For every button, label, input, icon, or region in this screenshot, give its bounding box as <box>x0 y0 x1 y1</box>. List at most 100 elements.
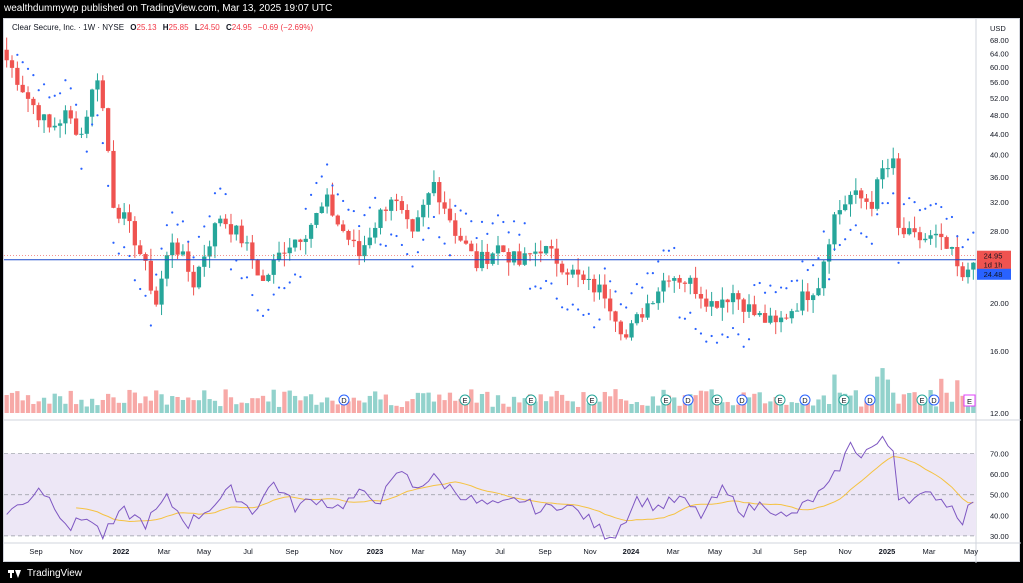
volume-bar <box>421 393 426 413</box>
date-tick-label: Jul <box>243 547 253 556</box>
volume-bar <box>784 404 789 413</box>
candle-body <box>239 225 244 244</box>
price-tick-label: 56.00 <box>990 78 1009 87</box>
candle-body <box>116 207 121 219</box>
candle-body <box>768 315 773 323</box>
sar-dot <box>534 285 537 288</box>
volume-bar <box>939 378 944 413</box>
candle-body <box>912 228 917 233</box>
volume-bar <box>533 401 538 413</box>
volume-bar <box>490 406 495 413</box>
candle-body <box>218 218 223 224</box>
candle-body <box>757 313 762 316</box>
price-tick-label: 32.00 <box>990 198 1009 207</box>
candle-body <box>463 240 469 244</box>
date-tick-label: Jul <box>495 547 505 556</box>
date-tick-label: 2024 <box>623 547 641 556</box>
sar-dot <box>224 192 227 196</box>
date-tick-label: Mar <box>667 547 680 556</box>
sar-dot <box>491 222 494 225</box>
volume-bar <box>859 406 864 413</box>
sar-dot <box>256 309 259 312</box>
volume-bar <box>800 399 805 413</box>
candle-body <box>164 255 170 279</box>
sar-dot <box>817 257 820 260</box>
sar-dot <box>849 228 852 231</box>
sar-dot <box>844 238 847 241</box>
earnings-marker <box>711 394 723 406</box>
earnings-marker <box>525 394 537 406</box>
candle-body <box>367 237 372 246</box>
candle-body <box>725 299 730 303</box>
volume-bar <box>223 389 228 413</box>
sar-dot <box>678 316 681 319</box>
sar-dot <box>571 303 574 306</box>
candle-body <box>191 271 196 288</box>
volume-bar <box>207 399 212 413</box>
sar-dot <box>828 278 831 281</box>
candle-body <box>672 278 677 281</box>
date-tick-label: 2022 <box>113 547 130 556</box>
sar-dot <box>32 73 35 77</box>
candle-body <box>79 133 84 135</box>
volume-bar <box>848 395 853 413</box>
sar-dot <box>753 283 756 287</box>
candle-body <box>212 223 218 247</box>
sar-dot <box>662 249 665 252</box>
sar-dot <box>176 223 179 226</box>
candle-body <box>741 299 746 312</box>
candle-body <box>346 230 351 240</box>
sar-dot <box>240 277 243 280</box>
volume-bar <box>816 399 821 413</box>
sar-dot <box>539 287 542 290</box>
volume-bar <box>20 400 25 413</box>
date-tick-label: Sep <box>285 547 298 556</box>
price-tick-label: 68.00 <box>990 36 1009 45</box>
sar-dot <box>614 290 617 293</box>
sar-dot <box>924 207 927 210</box>
candle-body <box>629 323 634 338</box>
candle-body <box>501 245 506 253</box>
candle-body <box>971 262 976 270</box>
date-tick-label: Nov <box>69 547 83 556</box>
sar-dot <box>37 89 40 92</box>
footer-brand[interactable]: TradingView <box>27 568 83 579</box>
volume-bar <box>255 398 260 413</box>
candle-body <box>677 278 682 283</box>
candle-body <box>682 282 688 284</box>
candle-body <box>634 314 640 324</box>
candle-body <box>666 280 672 282</box>
sar-dot <box>459 209 462 212</box>
volume-bar <box>260 395 266 413</box>
candle-body <box>127 212 132 222</box>
volume-bar <box>565 400 570 413</box>
volume-bar <box>154 390 159 413</box>
sar-dot <box>48 96 51 99</box>
chart-panel[interactable]: USD 68.00 64.00 60.00 56.00 52.00 48.00 44.00 40… <box>3 18 1021 563</box>
sar-dot <box>699 332 703 335</box>
candle-body <box>864 198 869 202</box>
candle-body <box>923 238 928 241</box>
countdown-label: 1d 1h <box>984 261 1003 270</box>
sar-dot <box>812 264 815 267</box>
volume-bar <box>287 390 292 413</box>
event-label: D <box>931 396 937 405</box>
candle-body <box>442 202 447 209</box>
candle-body <box>565 272 570 275</box>
candle-body <box>36 105 41 121</box>
candle-body <box>661 280 666 292</box>
sar-dot <box>80 167 83 170</box>
line-price-badge <box>977 268 1011 280</box>
sar-dot <box>342 199 345 203</box>
sar-dot <box>512 220 516 223</box>
candle-body <box>437 182 442 203</box>
symbol-title[interactable]: Clear Secure, Inc. · 1W · NYSE <box>12 23 125 32</box>
candle-body <box>228 224 234 235</box>
sar-dot <box>400 243 403 247</box>
candle-body <box>885 168 891 170</box>
candle-body <box>693 277 698 295</box>
volume-bar <box>57 396 63 413</box>
volume-bar <box>84 406 89 413</box>
volume-bar <box>148 400 154 413</box>
chart-canvas[interactable]: USD 68.00 64.00 60.00 56.00 52.00 48.00 44.00 40… <box>4 19 1021 563</box>
